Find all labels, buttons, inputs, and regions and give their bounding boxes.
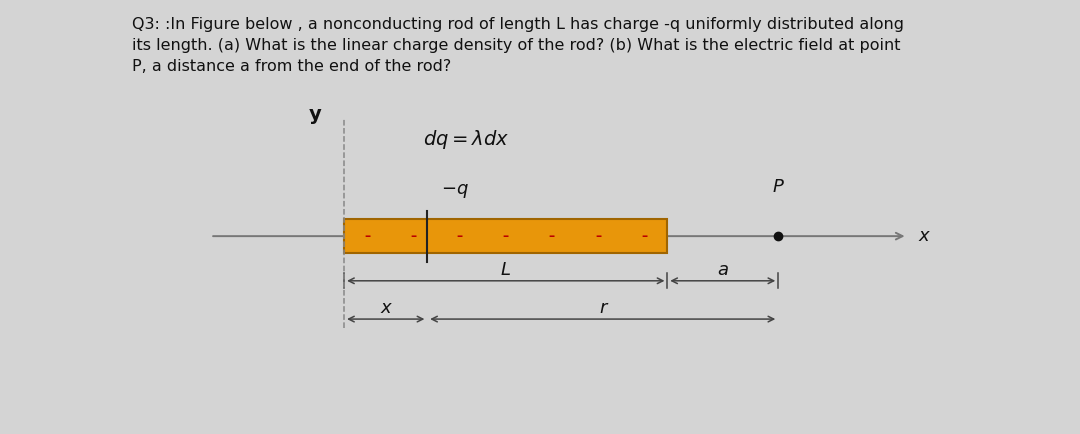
- Text: y: y: [308, 105, 321, 125]
- Bar: [345, 219, 667, 253]
- Text: –: –: [457, 230, 462, 243]
- Text: –: –: [549, 230, 555, 243]
- Text: $L$: $L$: [500, 261, 511, 279]
- Text: –: –: [642, 230, 647, 243]
- Text: P: P: [772, 178, 784, 196]
- Text: x: x: [380, 299, 391, 317]
- Text: $-q$: $-q$: [441, 182, 469, 200]
- Text: –: –: [364, 230, 370, 243]
- Text: x: x: [918, 227, 929, 245]
- Text: Q3: :In Figure below , a nonconducting rod of length L has charge -q uniformly d: Q3: :In Figure below , a nonconducting r…: [132, 17, 904, 74]
- Text: –: –: [410, 230, 417, 243]
- Text: $dq = \lambda dx$: $dq = \lambda dx$: [422, 128, 509, 151]
- Text: $a$: $a$: [717, 261, 729, 279]
- Text: r: r: [599, 299, 606, 317]
- Text: –: –: [502, 230, 509, 243]
- Text: –: –: [595, 230, 602, 243]
